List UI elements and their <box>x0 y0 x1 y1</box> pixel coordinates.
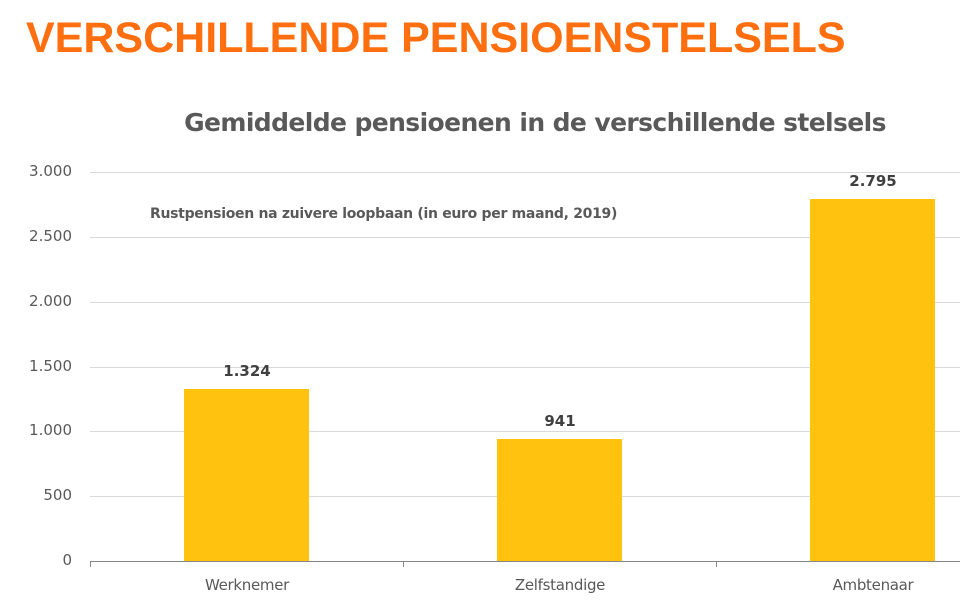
y-tick-label: 2.000 <box>29 292 72 310</box>
y-tick-label: 0 <box>62 551 72 569</box>
x-tick-label: Werknemer <box>204 576 290 594</box>
chart-subtitle: Rustpensioen na zuivere loopbaan (in eur… <box>150 206 618 222</box>
gridline <box>90 431 960 432</box>
chart-title: Gemiddelde pensioenen in de verschillend… <box>184 108 886 137</box>
x-tick-mark <box>716 561 717 567</box>
y-tick-label: 2.500 <box>29 227 72 245</box>
bar-value-label: 941 <box>544 412 576 430</box>
y-tick-label: 3.000 <box>29 162 72 180</box>
y-tick-label: 1.000 <box>29 421 72 439</box>
y-tick-label: 500 <box>43 486 72 504</box>
x-tick-mark <box>90 561 91 567</box>
x-tick-label: Zelfstandige <box>514 576 606 594</box>
y-tick-label: 1.500 <box>29 357 72 375</box>
gridline <box>90 237 960 238</box>
bar-value-label: 2.795 <box>849 172 897 190</box>
gridline <box>90 302 960 303</box>
gridline <box>90 172 960 173</box>
bar-value-label: 1.324 <box>223 362 271 380</box>
gridline <box>90 367 960 368</box>
x-axis-line <box>90 561 960 562</box>
bar-werknemer <box>184 389 309 561</box>
bar-ambtenaar <box>810 199 935 561</box>
x-tick-label: Ambtenaar <box>832 576 914 594</box>
slide-title: VERSCHILLENDE PENSIOENSTELSELS <box>26 14 846 62</box>
bar-zelfstandige <box>497 439 622 561</box>
x-tick-mark <box>403 561 404 567</box>
